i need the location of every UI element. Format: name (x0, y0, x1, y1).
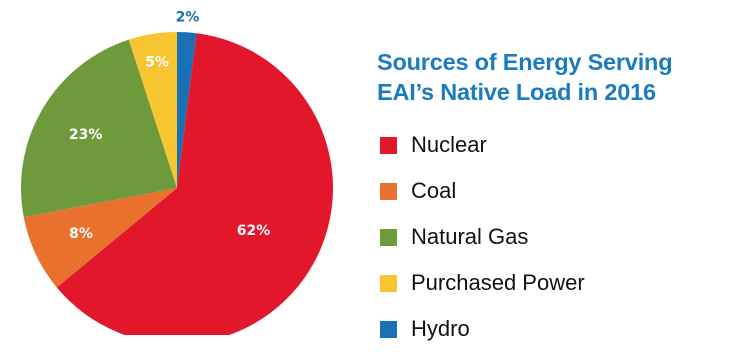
legend-swatch-nuclear (380, 136, 397, 154)
legend-swatch-purchased-power (380, 274, 397, 292)
legend-item-hydro: Hydro (380, 306, 585, 352)
slice-label-nuclear: 62% (237, 223, 271, 239)
pie-slice-purchased-power (128, 32, 177, 188)
slice-label-hydro: 2% (176, 9, 200, 25)
legend-label-coal: Coal (411, 178, 457, 203)
pie-slice-coal (23, 188, 178, 288)
pie-slice-natural-gas (20, 39, 177, 218)
legend-swatch-coal (380, 182, 397, 200)
legend-swatch-hydro (380, 320, 397, 338)
legend-label-natural-gas: Natural Gas (411, 224, 529, 249)
pie-slice-nuclear (56, 33, 333, 335)
chart-title: Sources of Energy Serving EAI’s Native L… (377, 49, 673, 105)
pie-chart: 2% 62% 8% 23% 5% (20, 9, 333, 335)
legend-item-nuclear: Nuclear (380, 122, 585, 168)
slice-label-coal: 8% (69, 226, 93, 242)
slice-label-purchased-power: 5% (145, 55, 169, 71)
legend-item-purchased-power: Purchased Power (380, 260, 585, 306)
slice-label-natural-gas: 23% (69, 127, 103, 143)
legend-label-nuclear: Nuclear (411, 132, 487, 157)
legend-item-coal: Coal (380, 168, 585, 214)
legend-label-hydro: Hydro (411, 316, 470, 341)
legend: Nuclear Coal Natural Gas Purchased Power… (380, 122, 585, 352)
legend-swatch-natural-gas (380, 228, 397, 246)
legend-item-natural-gas: Natural Gas (380, 214, 585, 260)
pie-slice-hydro (177, 32, 197, 188)
legend-label-purchased-power: Purchased Power (411, 270, 585, 295)
